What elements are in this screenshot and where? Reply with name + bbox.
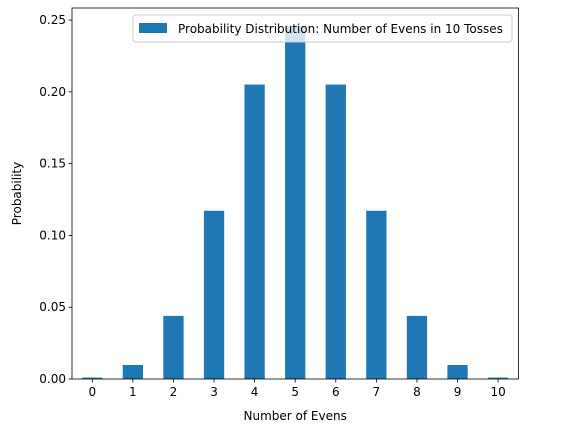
legend-box [132, 14, 513, 43]
bar-1 [122, 364, 144, 379]
legend-label: Probability Distribution: Number of Even… [178, 22, 503, 36]
legend: Probability Distribution: Number of Even… [132, 14, 513, 43]
bar-0 [82, 377, 103, 379]
bar-10 [487, 377, 509, 379]
bar-9 [447, 364, 468, 379]
x-tick-label: 3 [210, 385, 218, 399]
bar-8 [406, 315, 428, 379]
bar-7 [366, 210, 387, 379]
bar-5 [285, 25, 306, 379]
x-tick-label: 10 [490, 385, 505, 399]
bar-2 [163, 315, 184, 379]
x-tick-label: 7 [373, 385, 381, 399]
y-tick-label: 0.05 [39, 300, 66, 314]
y-axis-label: Probability [10, 162, 24, 225]
bar-4 [244, 84, 265, 379]
bars [82, 25, 509, 379]
y-tick-label: 0.25 [39, 13, 66, 27]
x-tick-label: 5 [291, 385, 299, 399]
x-tick-label: 0 [88, 385, 96, 399]
x-tick-label: 6 [332, 385, 340, 399]
x-tick-label: 4 [251, 385, 259, 399]
y-tick-label: 0.20 [39, 85, 66, 99]
legend-swatch [139, 23, 167, 33]
y-tick-label: 0.00 [39, 372, 66, 386]
x-axis-ticks: 0 1 2 3 4 5 6 7 8 9 10 [88, 379, 506, 399]
x-tick-label: 2 [170, 385, 178, 399]
y-tick-label: 0.10 [39, 228, 66, 242]
x-tick-label: 9 [454, 385, 462, 399]
x-tick-label: 8 [413, 385, 421, 399]
bar-6 [325, 84, 346, 379]
bar-3 [203, 210, 225, 379]
x-tick-label: 1 [129, 385, 137, 399]
y-axis-ticks: 0.00 0.05 0.10 0.15 0.20 0.25 [39, 13, 72, 386]
x-axis-label: Number of Evens [244, 409, 347, 423]
y-tick-label: 0.15 [39, 157, 66, 171]
